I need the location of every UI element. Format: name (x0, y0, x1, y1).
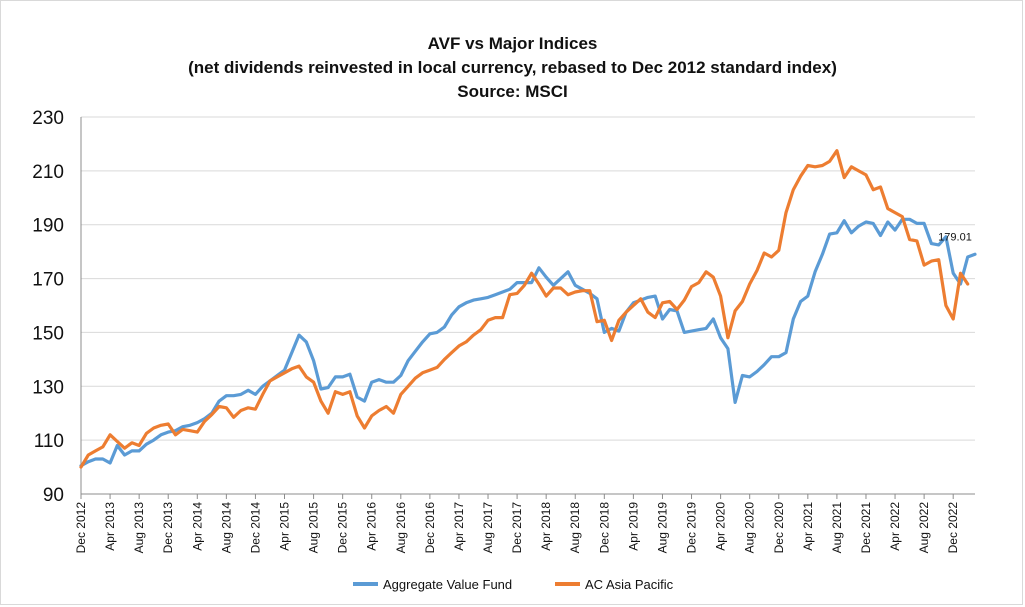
x-tick-label: Dec 2014 (248, 502, 262, 554)
x-tick-label: Aug 2018 (568, 502, 582, 554)
x-tick-label: Aug 2017 (481, 502, 495, 554)
x-tick-label: Apr 2016 (365, 502, 379, 551)
x-tick-label: Dec 2012 (74, 502, 88, 554)
y-tick-label: 110 (34, 431, 64, 452)
y-tick-label: 170 (32, 270, 64, 291)
x-tick-label: Apr 2014 (190, 502, 204, 551)
y-tick-label: 90 (43, 485, 64, 506)
x-tick-label: Aug 2022 (917, 502, 931, 554)
x-tick-label: Apr 2015 (278, 502, 292, 551)
x-tick-label: Dec 2015 (336, 502, 350, 554)
legend: Aggregate Value Fund AC Asia Pacific (353, 577, 674, 592)
x-tick-label: Aug 2014 (219, 502, 233, 554)
chart-subtitle: (net dividends reinvested in local curre… (188, 58, 837, 77)
series-lines (79, 149, 977, 469)
axes (80, 117, 975, 495)
series-line-ac-asia-pacific (79, 149, 970, 469)
x-axis-ticks: Dec 2012 Apr 2013 Aug 2013 Dec 2013 Apr 2014… (74, 494, 960, 553)
x-tick-label: Aug 2019 (655, 502, 669, 554)
chart-source: Source: MSCI (457, 82, 568, 101)
x-tick-label: Dec 2016 (423, 502, 437, 554)
chart-title: AVF vs Major Indices (427, 34, 598, 53)
x-tick-label: Dec 2018 (597, 502, 611, 554)
data-labels: 179.01 (938, 231, 972, 243)
x-tick-label: Dec 2013 (161, 502, 175, 554)
x-tick-label: Dec 2020 (772, 502, 786, 554)
x-tick-label: Apr 2022 (888, 502, 902, 551)
chart-title-block: AVF vs Major Indices (net dividends rein… (0, 32, 1025, 104)
y-tick-label: 210 (32, 162, 64, 183)
x-tick-label: Dec 2022 (946, 502, 960, 554)
y-axis-ticks: 90 110 130 150 170 190 210 230 (32, 108, 64, 506)
x-tick-label: Apr 2019 (626, 502, 640, 551)
legend-label: Aggregate Value Fund (383, 577, 512, 592)
x-tick-label: Apr 2013 (103, 502, 117, 551)
x-tick-label: Apr 2021 (801, 502, 815, 551)
x-tick-label: Aug 2016 (394, 502, 408, 554)
y-tick-label: 190 (32, 216, 64, 237)
x-tick-label: Aug 2020 (743, 502, 757, 554)
x-tick-label: Apr 2017 (452, 502, 466, 551)
x-tick-label: Dec 2019 (685, 502, 699, 554)
y-tick-label: 130 (32, 377, 64, 398)
legend-label: AC Asia Pacific (585, 577, 674, 592)
series-line-aggregate-value-fund (79, 217, 977, 468)
x-tick-label: Aug 2013 (132, 502, 146, 554)
x-tick-label: Aug 2015 (307, 502, 321, 554)
y-tick-label: 150 (32, 323, 64, 344)
x-tick-label: Dec 2017 (510, 502, 524, 554)
y-tick-label: 230 (32, 108, 64, 129)
x-tick-label: Aug 2021 (830, 502, 844, 554)
x-tick-label: Apr 2018 (539, 502, 553, 551)
x-tick-label: Dec 2021 (859, 502, 873, 554)
data-label-last-value: 179.01 (938, 231, 972, 243)
x-tick-label: Apr 2020 (714, 502, 728, 551)
